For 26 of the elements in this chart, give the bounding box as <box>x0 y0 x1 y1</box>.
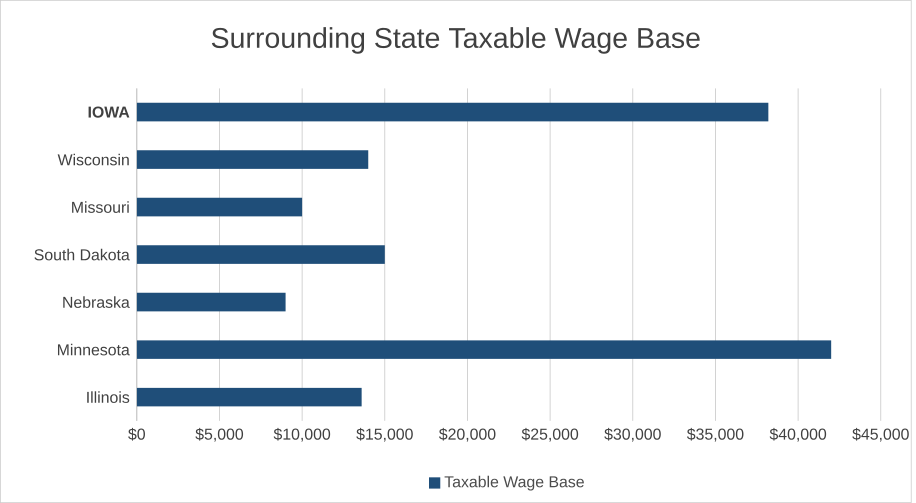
bar <box>136 245 385 264</box>
bar <box>136 150 368 169</box>
y-tick-label: Missouri <box>72 201 129 213</box>
x-tick-label: $20,000 <box>438 428 496 442</box>
bar <box>136 198 302 216</box>
x-tick-label: $35,000 <box>686 428 744 442</box>
x-tick-label: $25,000 <box>522 428 578 442</box>
bar <box>136 102 768 122</box>
x-tick-label: $40,000 <box>770 428 826 442</box>
legend-label: Taxable Wage Base <box>444 476 584 491</box>
y-tick-label: IOWA <box>88 106 130 118</box>
y-tick-label: South Dakota <box>34 248 130 260</box>
x-tick-label: $10,000 <box>274 428 330 442</box>
bar <box>136 340 832 359</box>
bar <box>136 292 286 312</box>
bar <box>136 388 362 406</box>
y-tick-label: Wisconsin <box>58 154 129 166</box>
chart-title: Surrounding State Taxable Wage Base <box>212 27 700 54</box>
y-tick-label: Illinois <box>87 391 130 403</box>
x-tick-label: $0 <box>128 428 145 441</box>
x-tick-label: $30,000 <box>604 428 661 442</box>
x-tick-label: $15,000 <box>356 428 413 442</box>
y-tick-label: Minnesota <box>58 344 130 356</box>
x-tick-label: $45,000 <box>852 428 909 442</box>
x-tick-label: $5,000 <box>195 428 244 442</box>
y-tick-label: Nebraska <box>63 296 130 308</box>
